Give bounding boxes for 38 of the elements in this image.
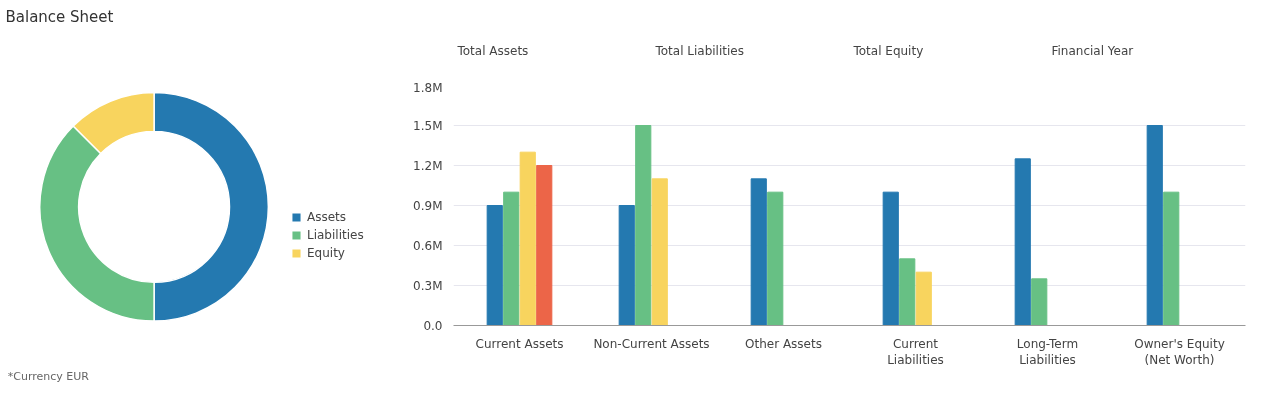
legend-label: Assets (307, 210, 347, 224)
y-tick-label: 1.8M (413, 80, 443, 95)
text: Total Equity (852, 44, 924, 58)
y-tick-label: 0.6M (413, 238, 443, 253)
x-tick-label: Owner's Equity (Net Worth) (1134, 336, 1225, 368)
x-tick-label: Long-Term Liabilities (1016, 336, 1079, 368)
bar (750, 178, 767, 326)
text: *Currency EUR (7, 370, 90, 384)
bar (767, 191, 784, 326)
text: Total Assets (456, 44, 529, 58)
bar (536, 165, 553, 326)
bar (503, 191, 520, 326)
text: Financial Year (1051, 44, 1134, 58)
bar (635, 125, 652, 326)
x-tick-label: Current Assets (475, 336, 564, 351)
bar (651, 178, 668, 326)
chart-title: Balance Sheet (5, 7, 114, 26)
x-tick-label: Other Assets (745, 336, 822, 351)
bar (882, 191, 899, 326)
bar (618, 205, 635, 326)
x-tick-label: Current Liabilities (887, 336, 944, 368)
y-tick-label: 0.9M (413, 198, 443, 213)
y-tick-label: 0.0 (423, 318, 443, 333)
y-tick-label: 1.2M (413, 158, 443, 173)
y-tick-label: 0.3M (413, 278, 443, 293)
bar (1014, 158, 1031, 326)
bar (1031, 278, 1048, 326)
legend-label: Liabilities (307, 228, 364, 242)
y-tick-label: 1.5M (413, 118, 443, 133)
legend-label: Equity (307, 246, 345, 260)
text: Total Liabilities (654, 44, 744, 58)
x-tick-label: Non-Current Assets (593, 336, 710, 351)
bar (1163, 191, 1180, 326)
bar (899, 258, 916, 326)
bar (915, 271, 932, 326)
bar (1146, 125, 1163, 326)
bar (486, 205, 503, 326)
bar (519, 151, 536, 326)
